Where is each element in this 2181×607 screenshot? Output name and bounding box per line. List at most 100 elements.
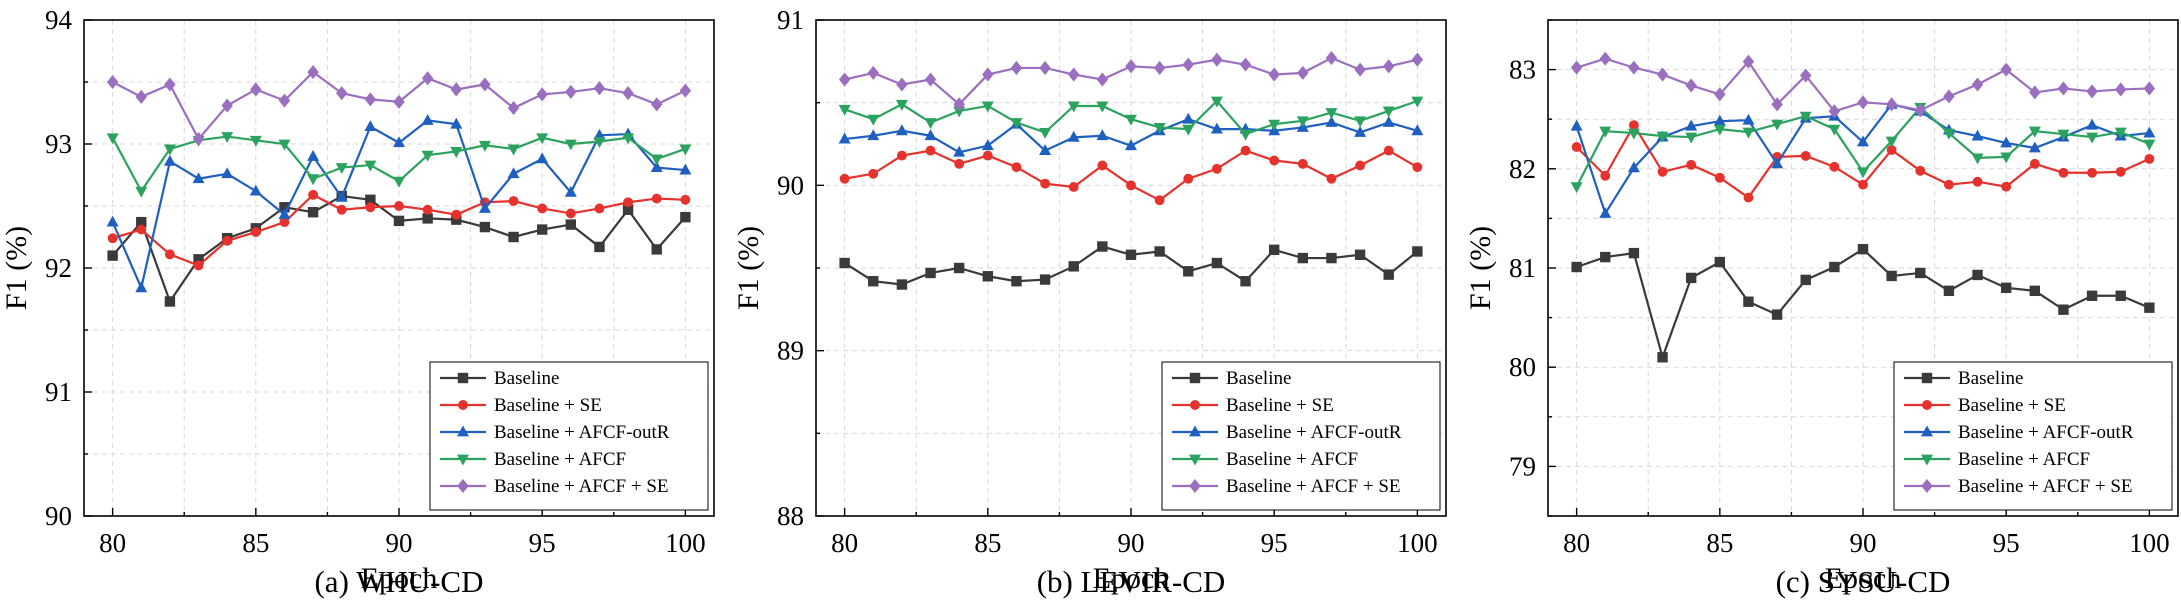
data-point bbox=[1685, 78, 1697, 93]
data-point bbox=[1067, 130, 1080, 142]
legend-swatch-marker bbox=[457, 372, 469, 384]
data-point bbox=[2028, 126, 2041, 138]
data-point bbox=[1240, 276, 1251, 287]
data-point bbox=[1411, 52, 1424, 67]
data-point bbox=[981, 101, 994, 113]
series-baseline-afcf-outr bbox=[1570, 97, 2156, 218]
data-point bbox=[1010, 118, 1023, 130]
legend-label: Baseline bbox=[1958, 368, 2023, 389]
legend-label: Baseline + AFCF + SE bbox=[494, 476, 669, 497]
data-point bbox=[1771, 157, 1784, 169]
data-point bbox=[1269, 155, 1280, 166]
x-tick-label: 100 bbox=[665, 528, 706, 558]
data-point bbox=[1627, 128, 1640, 140]
data-point bbox=[838, 104, 851, 116]
data-point bbox=[1885, 97, 1898, 112]
data-point bbox=[278, 93, 291, 108]
data-point bbox=[1742, 127, 1755, 139]
data-point bbox=[2086, 132, 2099, 144]
data-point bbox=[1097, 160, 1108, 171]
data-point bbox=[982, 150, 993, 161]
chart-panel-1: 90 91 92 93 94 80 85 90 95 100 Epoch F1 (%) (a) WHU-… bbox=[0, 5, 715, 599]
data-point bbox=[1858, 179, 1868, 190]
data-point bbox=[478, 201, 491, 213]
legend-swatch-marker bbox=[1189, 478, 1201, 494]
data-point bbox=[394, 201, 404, 211]
data-point bbox=[1943, 89, 1955, 104]
x-axis-label: Epoch bbox=[361, 562, 438, 595]
data-point bbox=[1742, 54, 1755, 69]
data-point bbox=[1799, 111, 1812, 123]
data-point bbox=[1125, 249, 1137, 260]
panel-caption: (b) LEVIR-CD bbox=[1037, 564, 1226, 599]
data-point bbox=[1355, 160, 1366, 171]
data-point bbox=[1297, 158, 1308, 169]
data-point bbox=[925, 145, 936, 156]
data-point bbox=[565, 208, 576, 219]
data-point bbox=[2115, 290, 2126, 301]
y-tick-label: 91 bbox=[45, 377, 72, 407]
data-point bbox=[924, 118, 937, 130]
legend-label: Baseline + AFCF bbox=[1958, 449, 2090, 470]
legend-label: Baseline bbox=[494, 368, 559, 389]
legend-entry: Baseline + AFCF bbox=[1904, 449, 2090, 470]
data-point bbox=[1656, 67, 1669, 82]
data-point bbox=[1686, 159, 1697, 170]
data-point bbox=[925, 267, 936, 279]
data-point bbox=[135, 186, 148, 198]
data-point bbox=[2028, 141, 2041, 153]
data-point bbox=[536, 152, 549, 164]
data-point bbox=[565, 219, 577, 230]
data-point bbox=[594, 241, 605, 253]
data-point bbox=[2000, 152, 2013, 164]
data-point bbox=[1383, 59, 1395, 74]
data-point bbox=[451, 209, 462, 220]
data-point bbox=[136, 224, 147, 235]
data-point bbox=[1885, 136, 1898, 148]
data-point bbox=[450, 82, 462, 97]
data-point bbox=[1010, 60, 1023, 75]
data-point bbox=[1570, 119, 1583, 131]
data-point bbox=[838, 132, 851, 144]
data-point bbox=[868, 168, 879, 179]
data-point bbox=[2000, 62, 2012, 77]
data-point bbox=[2086, 290, 2098, 301]
data-point bbox=[1210, 122, 1223, 134]
data-point bbox=[1068, 182, 1079, 192]
data-point bbox=[1182, 57, 1194, 72]
data-point bbox=[1039, 128, 1052, 139]
legend-entry: Baseline bbox=[1904, 368, 2023, 389]
data-point bbox=[507, 167, 520, 179]
data-point bbox=[1153, 123, 1166, 134]
x-tick-label: 100 bbox=[2129, 528, 2170, 558]
x-tick-label: 100 bbox=[1397, 528, 1438, 558]
data-point bbox=[1628, 60, 1640, 75]
data-point bbox=[1125, 59, 1137, 74]
y-axis-label: F1 (%) bbox=[732, 226, 765, 310]
data-point bbox=[222, 235, 233, 246]
data-point bbox=[164, 249, 175, 260]
y-tick-label: 92 bbox=[45, 253, 72, 283]
data-point bbox=[895, 124, 908, 136]
data-point bbox=[278, 208, 291, 220]
data-point bbox=[1325, 51, 1338, 66]
data-point bbox=[867, 114, 880, 126]
panel-caption: (c) SYSU-CD bbox=[1776, 564, 1951, 599]
data-point bbox=[2144, 302, 2155, 313]
data-point bbox=[421, 71, 434, 86]
y-tick-label: 83 bbox=[1509, 55, 1536, 85]
data-point bbox=[393, 94, 405, 109]
data-point bbox=[1915, 267, 1926, 279]
data-point bbox=[1972, 176, 1983, 187]
data-point bbox=[594, 203, 605, 214]
panel-caption: (a) WHU-CD bbox=[314, 564, 483, 599]
data-point bbox=[1713, 124, 1726, 136]
series-baseline-afcf-outr bbox=[106, 113, 692, 293]
series-baseline-afcf bbox=[1570, 102, 2156, 194]
data-point bbox=[1039, 60, 1051, 75]
y-tick-label: 82 bbox=[1509, 154, 1536, 184]
data-point bbox=[1326, 173, 1337, 184]
data-point bbox=[221, 167, 234, 179]
y-tick-label: 90 bbox=[777, 170, 804, 200]
data-point bbox=[508, 196, 519, 206]
